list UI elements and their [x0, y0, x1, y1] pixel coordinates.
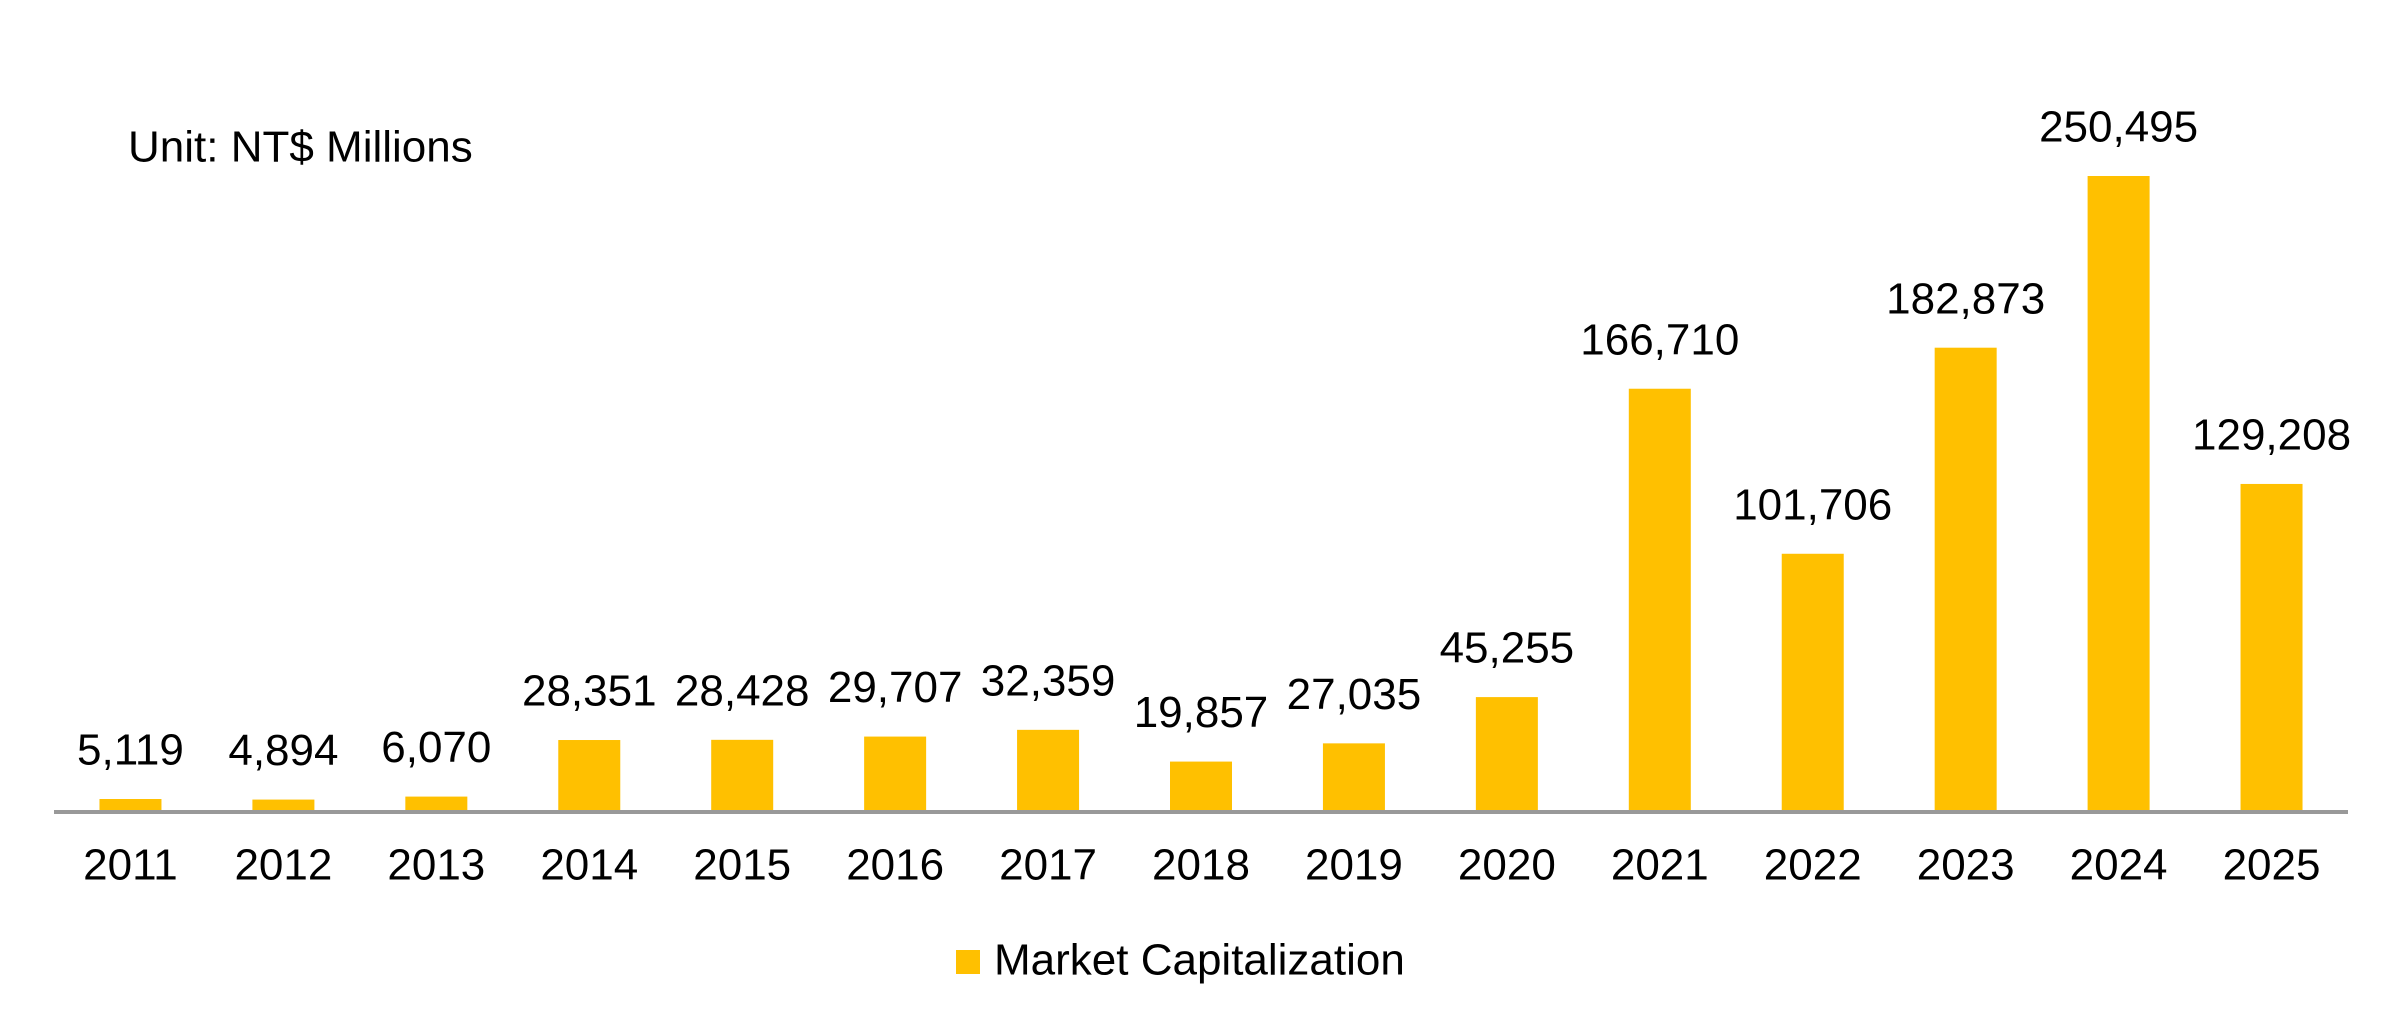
value-label: 6,070 [381, 723, 491, 772]
value-label: 28,351 [522, 667, 657, 716]
bar [2087, 176, 2150, 812]
x-tick-label: 2014 [540, 841, 638, 890]
bar [1322, 743, 1385, 812]
x-tick-label: 2025 [2223, 841, 2321, 890]
value-label: 27,035 [1287, 670, 1422, 719]
value-label: 29,707 [828, 663, 963, 712]
x-tick-label: 2018 [1152, 841, 1250, 890]
x-tick-label: 2016 [846, 841, 944, 890]
value-label: 45,255 [1440, 624, 1575, 673]
value-label: 166,710 [1580, 315, 1739, 364]
bar [711, 739, 774, 812]
bar [2240, 483, 2303, 812]
value-label: 129,208 [2192, 411, 2351, 460]
bar [1628, 388, 1691, 812]
x-tick-label: 2023 [1917, 841, 2015, 890]
bar [1781, 553, 1844, 812]
x-tick-label: 2020 [1458, 841, 1556, 890]
legend-label: Market Capitalization [994, 936, 1405, 985]
x-tick-label: 2012 [234, 841, 332, 890]
bar [405, 796, 468, 812]
x-tick-label: 2015 [693, 841, 791, 890]
bar [99, 799, 162, 812]
x-tick-label: 2021 [1611, 841, 1709, 890]
value-label: 19,857 [1134, 688, 1269, 737]
legend-swatch [956, 950, 980, 974]
value-label: 5,119 [77, 726, 184, 775]
x-tick-label: 2022 [1764, 841, 1862, 890]
bar [558, 740, 621, 812]
x-tick-label: 2019 [1305, 841, 1403, 890]
bar [1934, 347, 1997, 812]
value-label: 32,359 [981, 656, 1116, 705]
x-tick-label: 2011 [83, 841, 178, 890]
value-label: 250,495 [2039, 103, 2198, 152]
bar [1475, 697, 1538, 812]
x-tick-label: 2017 [999, 841, 1097, 890]
bar [1170, 761, 1232, 812]
bar [252, 799, 315, 812]
bar [1017, 729, 1080, 812]
unit-annotation: Unit: NT$ Millions [128, 123, 473, 172]
value-label: 28,428 [675, 666, 810, 715]
x-tick-label: 2024 [2070, 841, 2168, 890]
value-label: 182,873 [1886, 274, 2045, 323]
value-label: 4,894 [228, 726, 338, 775]
x-tick-label: 2013 [387, 841, 485, 890]
bar [864, 736, 927, 812]
value-label: 101,706 [1733, 480, 1892, 529]
